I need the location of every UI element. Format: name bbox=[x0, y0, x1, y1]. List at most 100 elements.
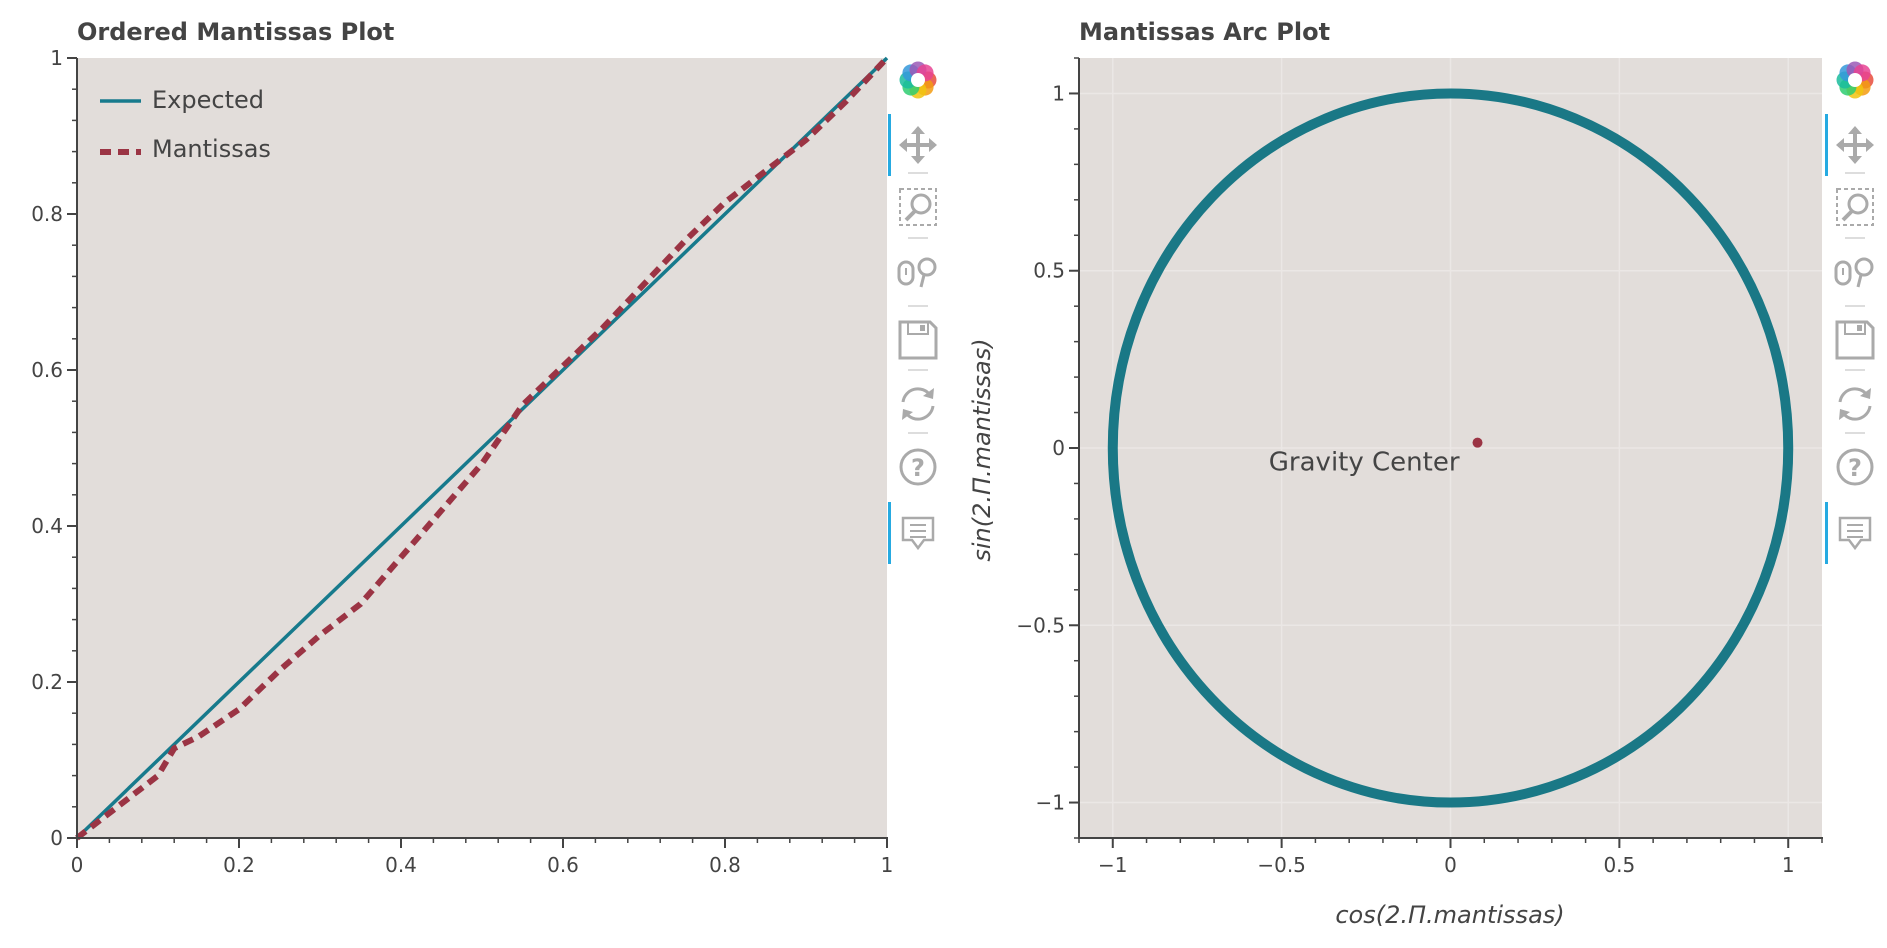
box-zoom-lens bbox=[1847, 193, 1869, 215]
help-tool[interactable]: ? bbox=[899, 448, 937, 486]
wheel-zoom-lens bbox=[1854, 257, 1874, 277]
box-zoom-icon bbox=[899, 188, 937, 226]
right-plot-title: Mantissas Arc Plot bbox=[1079, 18, 1330, 46]
bokeh-logo-tool[interactable] bbox=[899, 61, 937, 99]
active-tool-indicator bbox=[1825, 502, 1828, 564]
reset-tool[interactable] bbox=[901, 387, 935, 421]
reset-arc-top bbox=[901, 387, 932, 403]
pan-tool[interactable] bbox=[888, 114, 937, 176]
pan-icon bbox=[1836, 126, 1874, 164]
save-tool[interactable] bbox=[1835, 320, 1875, 360]
x-tick-label: 0.6 bbox=[547, 853, 579, 877]
save-icon bbox=[898, 320, 938, 360]
x-axis-label: cos(2.Π.mantissas) bbox=[1335, 901, 1564, 929]
pan-arrows bbox=[1836, 126, 1874, 164]
hover-tool[interactable] bbox=[1825, 502, 1872, 564]
box-zoom-icon bbox=[1836, 188, 1874, 226]
y-tick-label: 0 bbox=[50, 826, 63, 850]
hover-tool[interactable] bbox=[888, 502, 935, 564]
right-plot-grid bbox=[1079, 58, 1822, 838]
bokeh-logo-icon bbox=[899, 61, 937, 99]
reset-arrowheads bbox=[1839, 388, 1871, 420]
hover-icon bbox=[901, 516, 935, 551]
expected-line[interactable] bbox=[75, 56, 889, 840]
logo-center bbox=[1848, 73, 1862, 87]
help-circle bbox=[899, 448, 937, 486]
right-plot-axes: −1 −0.5 0 0.5 1 −1 −0.5 0 0.5 1 bbox=[1016, 57, 1823, 877]
x-tick-label: 0 bbox=[1444, 853, 1457, 877]
y-tick-label: 0.2 bbox=[31, 670, 63, 694]
save-disk bbox=[1835, 320, 1875, 360]
box-zoom-tool[interactable] bbox=[1836, 188, 1874, 226]
pan-arrows bbox=[899, 126, 937, 164]
gravity-center-label: Gravity Center bbox=[1269, 448, 1460, 478]
pan-tool[interactable] bbox=[1825, 114, 1874, 176]
hover-icon bbox=[1838, 516, 1872, 551]
mantissas-line[interactable] bbox=[75, 55, 890, 841]
help-circle bbox=[1836, 448, 1874, 486]
bokeh-logo-icon bbox=[1836, 61, 1874, 99]
left-plot-axes: 0 0.2 0.4 0.6 0.8 1 0 0.2 0.4 0.6 0.8 1 bbox=[31, 46, 893, 877]
wheel-zoom-tool[interactable] bbox=[1834, 257, 1874, 288]
box-zoom-tool[interactable] bbox=[899, 188, 937, 226]
y-tick-label: −1 bbox=[1036, 791, 1065, 815]
x-tick-label: 1 bbox=[1782, 853, 1795, 877]
left-plot-title: Ordered Mantissas Plot bbox=[77, 18, 394, 46]
gravity-center-point[interactable] bbox=[1472, 437, 1483, 448]
legend[interactable]: Expected Mantissas bbox=[100, 86, 271, 163]
hover-bubble bbox=[1838, 516, 1872, 551]
right-plot-series: Gravity Center bbox=[1107, 88, 1794, 808]
reset-arrowheads bbox=[902, 388, 934, 420]
box-zoom-box bbox=[1836, 188, 1874, 226]
legend-expected-label: Expected bbox=[152, 86, 264, 114]
x-tick-label: 0 bbox=[71, 853, 84, 877]
help-question-mark: ? bbox=[911, 454, 925, 482]
y-tick-label: 0.8 bbox=[31, 202, 63, 226]
save-shutter bbox=[1857, 325, 1862, 331]
y-tick-label: 0.6 bbox=[31, 358, 63, 382]
reset-tool[interactable] bbox=[1838, 387, 1872, 421]
x-tick-label: 0.8 bbox=[709, 853, 741, 877]
active-tool-indicator bbox=[888, 114, 891, 176]
mantissa-points-circle[interactable] bbox=[1107, 88, 1794, 808]
save-shutter bbox=[920, 325, 925, 331]
reset-icon bbox=[901, 387, 935, 421]
help-tool[interactable]: ? bbox=[1836, 448, 1874, 486]
bokeh-logo-tool[interactable] bbox=[1836, 61, 1874, 99]
logo-center bbox=[911, 73, 925, 87]
x-tick-label: −0.5 bbox=[1257, 853, 1306, 877]
active-tool-indicator bbox=[1825, 114, 1828, 176]
y-tick-label: 0 bbox=[1052, 436, 1065, 460]
wheel-zoom-tool[interactable] bbox=[897, 257, 937, 288]
hover-bubble bbox=[901, 516, 935, 551]
wheel-zoom-mouse bbox=[1834, 260, 1852, 286]
save-icon bbox=[1835, 320, 1875, 360]
box-zoom-box bbox=[899, 188, 937, 226]
help-question-mark: ? bbox=[1848, 454, 1862, 482]
x-tick-label: 0.2 bbox=[223, 853, 255, 877]
wheel-zoom-handle bbox=[1856, 274, 1863, 288]
box-zoom-handle bbox=[1841, 209, 1854, 222]
x-tick-label: 0.5 bbox=[1603, 853, 1635, 877]
save-disk bbox=[898, 320, 938, 360]
wheel-zoom-icon bbox=[1834, 257, 1874, 288]
y-tick-label: 0.5 bbox=[1033, 259, 1065, 283]
save-tool[interactable] bbox=[898, 320, 938, 360]
y-axis-label: sin(2.Π.mantissas) bbox=[968, 338, 996, 561]
pan-icon bbox=[899, 126, 937, 164]
box-zoom-lens bbox=[910, 193, 932, 215]
x-tick-label: 0.4 bbox=[385, 853, 417, 877]
y-tick-label: 1 bbox=[1052, 81, 1065, 105]
save-label bbox=[1844, 321, 1866, 335]
ordered-mantissas-plot: Ordered Mantissas Plot 0 0.2 0.4 0.6 0.8 1 0 0.… bbox=[31, 18, 893, 877]
help-icon: ? bbox=[899, 448, 937, 486]
wheel-zoom-lens bbox=[917, 257, 937, 277]
wheel-zoom-icon bbox=[897, 257, 937, 288]
reset-arc-bottom bbox=[904, 405, 935, 421]
save-label bbox=[907, 321, 929, 335]
mantissas-arc-plot: Mantissas Arc Plot Gravity Center −1 −0.5… bbox=[968, 18, 1823, 929]
legend-mantissas-label: Mantissas bbox=[152, 135, 271, 163]
reset-arc-top bbox=[1838, 387, 1869, 403]
help-icon: ? bbox=[1836, 448, 1874, 486]
